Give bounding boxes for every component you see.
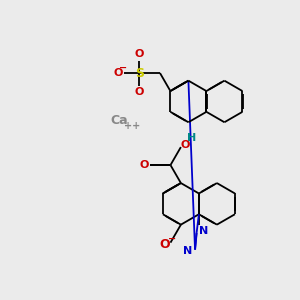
Text: O: O	[140, 160, 149, 170]
Text: S: S	[135, 67, 144, 80]
Text: H: H	[187, 133, 196, 143]
Text: O: O	[134, 87, 144, 97]
Text: O: O	[180, 140, 189, 150]
Text: Ca: Ca	[110, 114, 128, 127]
Text: N: N	[199, 226, 208, 236]
Text: N: N	[184, 246, 193, 256]
Text: −: −	[119, 63, 127, 73]
Text: ++: ++	[124, 121, 140, 131]
Text: O: O	[159, 238, 169, 251]
Text: O: O	[113, 68, 123, 78]
Text: −: −	[168, 234, 176, 244]
Text: O: O	[134, 50, 144, 59]
